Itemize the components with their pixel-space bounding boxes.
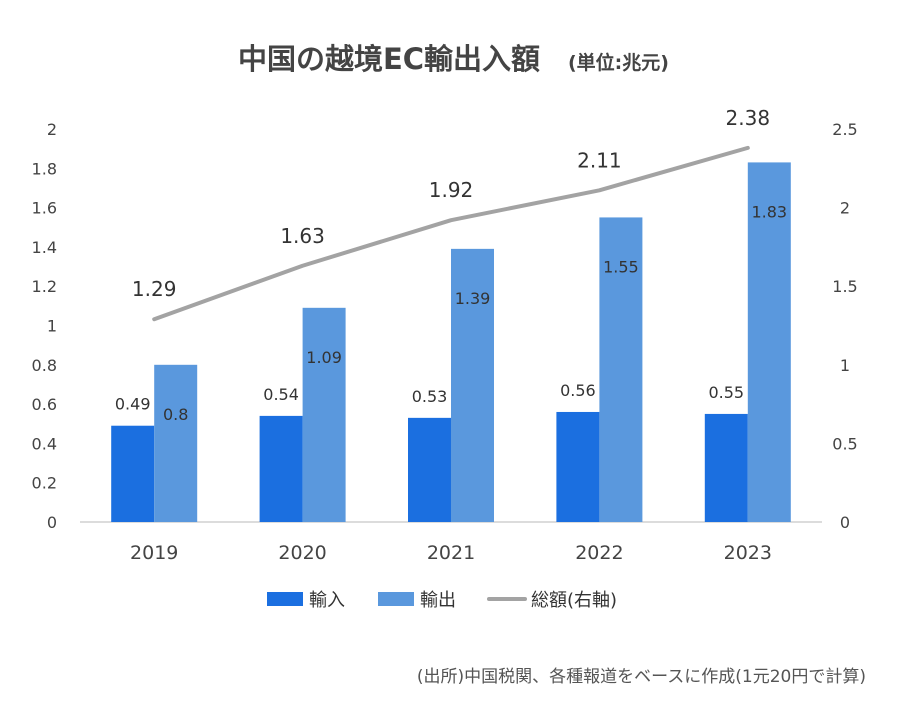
right-tick-label: 1	[840, 356, 850, 375]
bar-輸出-2020	[302, 307, 346, 522]
x-tick-label: 2019	[130, 542, 178, 564]
x-tick-label: 2023	[724, 542, 772, 564]
data-label: 1.09	[306, 348, 342, 367]
total-line-group: 1.29 1.63 1.92 2.11 2.38	[132, 106, 771, 322]
left-tick-label: 0.2	[32, 474, 57, 493]
left-tick-label: 0.6	[32, 395, 57, 414]
left-tick-label: 2	[47, 120, 57, 139]
legend-swatch	[267, 592, 303, 606]
left-tick-label: 1.8	[32, 159, 57, 178]
x-tick-label: 2020	[278, 542, 326, 564]
chart-title: 中国の越境EC輸出入額	[238, 42, 540, 76]
data-label: 0.53	[412, 387, 448, 406]
right-tick-label: 0.5	[832, 434, 857, 453]
title-group: 中国の越境EC輸出入額 (単位:兆元)	[238, 42, 669, 76]
bar-輸出-2019	[154, 364, 198, 522]
left-tick-label: 0.4	[32, 434, 57, 453]
data-label: 0.55	[708, 383, 744, 402]
data-label: 1.83	[751, 202, 787, 221]
left-axis: 0 0.2 0.4 0.6 0.8 1 1.2 1.4 1.6 1.8 2	[32, 120, 57, 532]
chart-unit-label: (単位:兆元)	[568, 51, 669, 74]
legend-swatch	[378, 592, 414, 606]
total-label: 1.29	[132, 277, 177, 301]
data-label: 1.55	[603, 257, 639, 276]
right-tick-label: 1.5	[832, 277, 857, 296]
bars-group: 0.49 0.8 0.54 1.09 0.53 1.39 0.56 1.55 0.55 1.83	[111, 162, 791, 523]
left-tick-label: 1.2	[32, 277, 57, 296]
bar-輸入-2021	[408, 417, 451, 522]
data-label: 0.56	[560, 381, 596, 400]
right-axis: 0 0.5 1 1.5 2 2.5	[832, 120, 857, 532]
total-line	[152, 145, 750, 322]
data-label: 0.8	[163, 405, 188, 424]
total-label: 1.92	[429, 178, 474, 202]
right-tick-label: 2	[840, 199, 850, 218]
source-note: (出所)中国税関、各種報道をベースに作成(1元20円で計算)	[417, 667, 866, 687]
x-tick-label: 2022	[575, 542, 623, 564]
left-tick-label: 1.4	[32, 238, 57, 257]
data-label: 0.49	[115, 395, 151, 414]
legend: 輸入 輸出 総額(右軸)	[267, 590, 617, 611]
bar-輸入-2019	[111, 425, 155, 522]
right-tick-label: 2.5	[832, 120, 857, 139]
bar-輸入-2022	[556, 411, 600, 522]
left-tick-label: 0.8	[32, 356, 57, 375]
bar-輸出-2023	[747, 162, 791, 522]
total-label: 2.11	[577, 148, 622, 172]
data-label: 1.39	[455, 289, 491, 308]
x-axis-labels: 2019 2020 2021 2022 2023	[130, 542, 772, 564]
legend-label: 輸入	[309, 590, 345, 611]
total-label: 1.63	[280, 224, 325, 248]
x-tick-label: 2021	[427, 542, 475, 564]
left-tick-label: 1.6	[32, 199, 57, 218]
bar-輸出-2021	[451, 248, 494, 523]
legend-label: 輸出	[420, 590, 456, 611]
left-tick-label: 0	[47, 513, 57, 532]
bar-輸入-2023	[704, 413, 748, 522]
bar-輸入-2020	[259, 415, 303, 522]
bar-輸出-2022	[599, 217, 643, 523]
data-label: 0.54	[263, 385, 299, 404]
legend-label: 総額(右軸)	[531, 590, 617, 611]
right-tick-label: 0	[840, 513, 850, 532]
left-tick-label: 1	[47, 317, 57, 336]
total-label: 2.38	[726, 106, 771, 130]
